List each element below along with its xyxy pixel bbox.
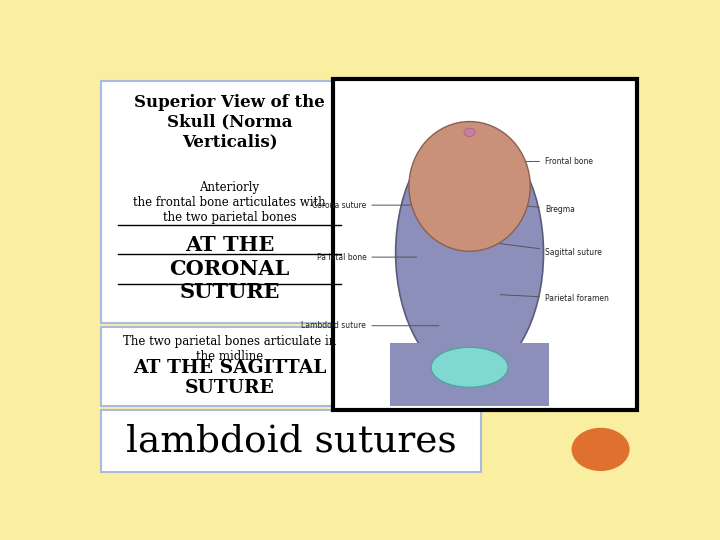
Ellipse shape [396, 128, 544, 377]
Text: Anteriorly
the frontal bone articulates with
the two parietal bones: Anteriorly the frontal bone articulates … [133, 181, 326, 224]
Text: lambdoid sutures: lambdoid sutures [125, 423, 456, 459]
Text: The two parietal bones articulate in
the midline: The two parietal bones articulate in the… [123, 335, 336, 363]
Text: Superior View of the
Skull (Norma
Verticalis): Superior View of the Skull (Norma Vertic… [134, 94, 325, 150]
Text: Sagittal suture: Sagittal suture [478, 241, 602, 258]
FancyBboxPatch shape [101, 82, 358, 322]
Ellipse shape [409, 122, 530, 251]
Text: Lambdoid suture: Lambdoid suture [302, 321, 439, 330]
Text: Corona suture: Corona suture [312, 201, 433, 210]
Text: AT THE SAGITTAL
SUTURE: AT THE SAGITTAL SUTURE [132, 359, 326, 397]
Text: Parietal foramen: Parietal foramen [500, 294, 609, 303]
FancyBboxPatch shape [333, 79, 637, 410]
Text: Bregma: Bregma [478, 201, 575, 214]
Ellipse shape [431, 347, 508, 387]
FancyBboxPatch shape [390, 343, 549, 406]
FancyBboxPatch shape [101, 410, 481, 472]
Text: Frontal bone: Frontal bone [495, 157, 593, 166]
Text: Lambda: Lambda [477, 353, 508, 381]
FancyBboxPatch shape [101, 327, 358, 406]
Text: Pa ietal bone: Pa ietal bone [317, 253, 417, 261]
Text: AT THE
CORONAL
SUTURE: AT THE CORONAL SUTURE [169, 235, 289, 302]
Circle shape [464, 128, 475, 137]
Circle shape [572, 428, 629, 471]
Text: Occ pital bone: Occ pital bone [406, 357, 461, 381]
